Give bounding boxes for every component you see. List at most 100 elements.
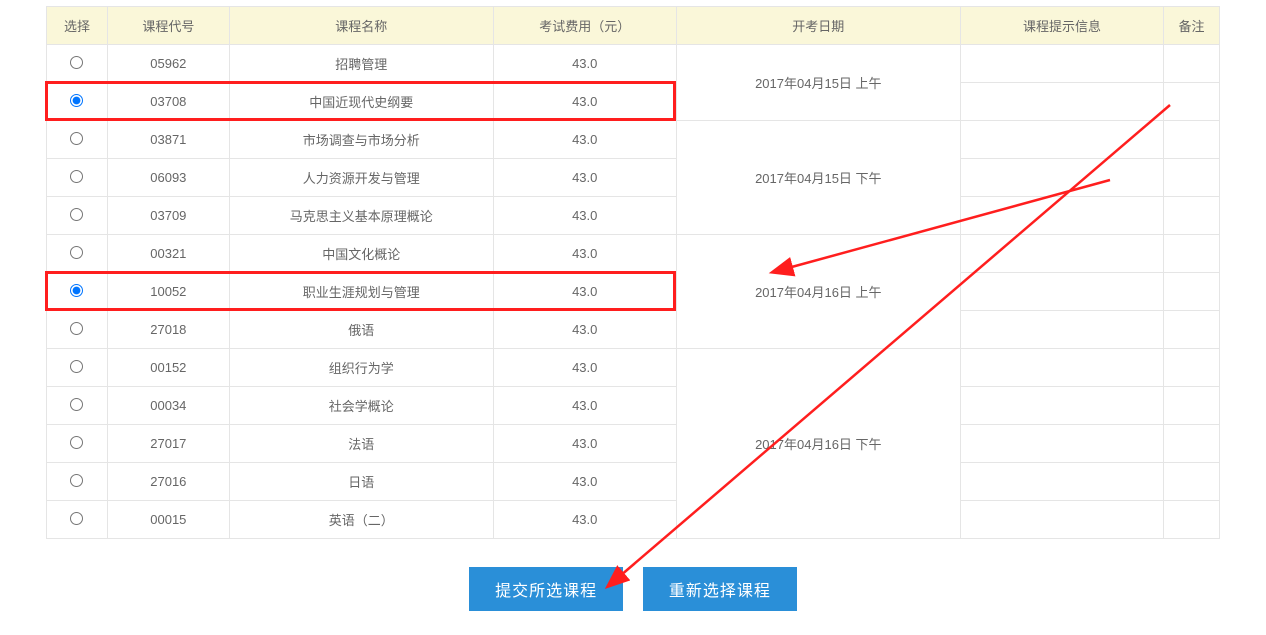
col-name: 课程名称	[229, 7, 493, 45]
cell-remark	[1164, 349, 1220, 387]
col-remark: 备注	[1164, 7, 1220, 45]
select-radio[interactable]	[70, 474, 83, 487]
cell-code: 00321	[107, 235, 229, 273]
cell-remark	[1164, 463, 1220, 501]
table-row: 27017法语43.0	[47, 425, 1220, 463]
table-row: 10052职业生涯规划与管理43.0	[47, 273, 1220, 311]
cell-name: 日语	[229, 463, 493, 501]
select-radio[interactable]	[70, 284, 83, 297]
cell-fee: 43.0	[493, 425, 676, 463]
cell-fee: 43.0	[493, 311, 676, 349]
cell-remark	[1164, 83, 1220, 121]
cell-fee: 43.0	[493, 273, 676, 311]
course-table: 选择 课程代号 课程名称 考试费用（元） 开考日期 课程提示信息 备注 0596…	[46, 6, 1220, 539]
cell-name: 中国文化概论	[229, 235, 493, 273]
cell-select	[47, 349, 108, 387]
select-radio[interactable]	[70, 436, 83, 449]
select-radio[interactable]	[70, 360, 83, 373]
cell-fee: 43.0	[493, 387, 676, 425]
cell-fee: 43.0	[493, 501, 676, 539]
cell-name: 社会学概论	[229, 387, 493, 425]
select-radio[interactable]	[70, 246, 83, 259]
cell-remark	[1164, 311, 1220, 349]
cell-date: 2017年04月16日 下午	[676, 349, 960, 539]
select-radio[interactable]	[70, 56, 83, 69]
cell-hint	[960, 387, 1163, 425]
cell-code: 03708	[107, 83, 229, 121]
cell-fee: 43.0	[493, 349, 676, 387]
submit-button[interactable]: 提交所选课程	[469, 567, 623, 611]
cell-fee: 43.0	[493, 45, 676, 83]
cell-hint	[960, 83, 1163, 121]
cell-remark	[1164, 235, 1220, 273]
cell-hint	[960, 463, 1163, 501]
cell-name: 市场调查与市场分析	[229, 121, 493, 159]
cell-select	[47, 387, 108, 425]
select-radio[interactable]	[70, 398, 83, 411]
cell-code: 00152	[107, 349, 229, 387]
cell-code: 27018	[107, 311, 229, 349]
select-radio[interactable]	[70, 512, 83, 525]
cell-code: 03871	[107, 121, 229, 159]
col-hint: 课程提示信息	[960, 7, 1163, 45]
cell-remark	[1164, 273, 1220, 311]
cell-select	[47, 83, 108, 121]
table-row: 03709马克思主义基本原理概论43.0	[47, 197, 1220, 235]
select-radio[interactable]	[70, 322, 83, 335]
cell-fee: 43.0	[493, 197, 676, 235]
cell-remark	[1164, 501, 1220, 539]
select-radio[interactable]	[70, 208, 83, 221]
table-row: 27016日语43.0	[47, 463, 1220, 501]
cell-code: 05962	[107, 45, 229, 83]
cell-select	[47, 273, 108, 311]
table-row: 27018俄语43.0	[47, 311, 1220, 349]
cell-fee: 43.0	[493, 159, 676, 197]
cell-hint	[960, 235, 1163, 273]
col-code: 课程代号	[107, 7, 229, 45]
cell-fee: 43.0	[493, 83, 676, 121]
cell-date: 2017年04月15日 下午	[676, 121, 960, 235]
cell-hint	[960, 45, 1163, 83]
cell-hint	[960, 311, 1163, 349]
cell-remark	[1164, 121, 1220, 159]
cell-remark	[1164, 45, 1220, 83]
cell-code: 03709	[107, 197, 229, 235]
reset-button[interactable]: 重新选择课程	[643, 567, 797, 611]
cell-name: 职业生涯规划与管理	[229, 273, 493, 311]
cell-name: 招聘管理	[229, 45, 493, 83]
cell-select	[47, 463, 108, 501]
table-row: 05962招聘管理43.02017年04月15日 上午	[47, 45, 1220, 83]
cell-hint	[960, 349, 1163, 387]
cell-date: 2017年04月15日 上午	[676, 45, 960, 121]
cell-name: 俄语	[229, 311, 493, 349]
cell-remark	[1164, 387, 1220, 425]
cell-fee: 43.0	[493, 121, 676, 159]
cell-date: 2017年04月16日 上午	[676, 235, 960, 349]
cell-select	[47, 311, 108, 349]
cell-name: 中国近现代史纲要	[229, 83, 493, 121]
cell-code: 06093	[107, 159, 229, 197]
cell-name: 法语	[229, 425, 493, 463]
cell-fee: 43.0	[493, 463, 676, 501]
cell-name: 组织行为学	[229, 349, 493, 387]
cell-remark	[1164, 197, 1220, 235]
cell-select	[47, 197, 108, 235]
select-radio[interactable]	[70, 170, 83, 183]
col-date: 开考日期	[676, 7, 960, 45]
cell-hint	[960, 159, 1163, 197]
cell-select	[47, 501, 108, 539]
cell-code: 27016	[107, 463, 229, 501]
cell-remark	[1164, 159, 1220, 197]
table-header-row: 选择 课程代号 课程名称 考试费用（元） 开考日期 课程提示信息 备注	[47, 7, 1220, 45]
cell-code: 27017	[107, 425, 229, 463]
cell-hint	[960, 273, 1163, 311]
select-radio[interactable]	[70, 94, 83, 107]
col-select: 选择	[47, 7, 108, 45]
select-radio[interactable]	[70, 132, 83, 145]
cell-hint	[960, 425, 1163, 463]
table-row: 00015英语（二）43.0	[47, 501, 1220, 539]
cell-name: 人力资源开发与管理	[229, 159, 493, 197]
table-row: 00034社会学概论43.0	[47, 387, 1220, 425]
cell-name: 马克思主义基本原理概论	[229, 197, 493, 235]
button-bar: 提交所选课程 重新选择课程	[46, 539, 1220, 611]
